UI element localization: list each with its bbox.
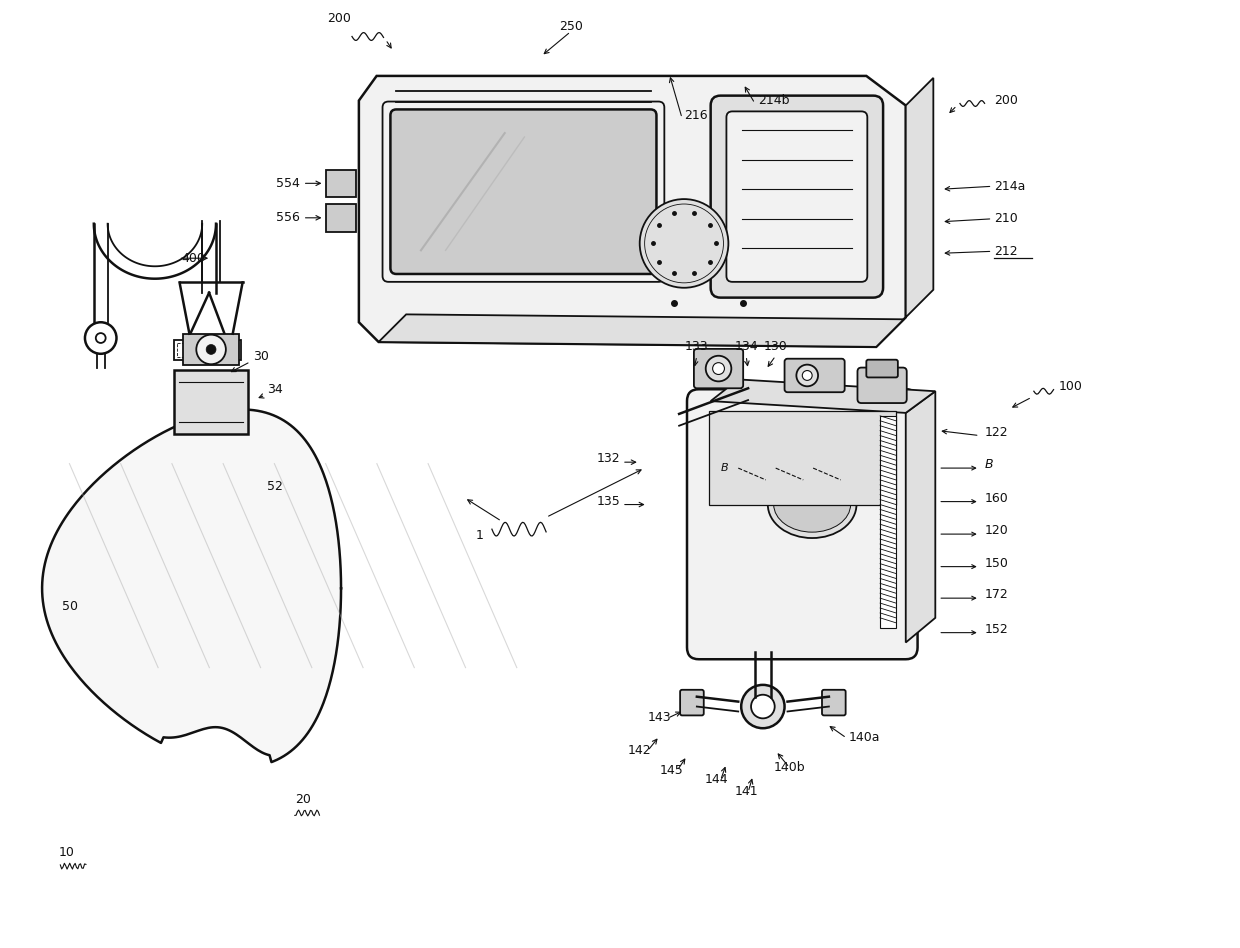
Text: 212: 212 (994, 245, 1018, 258)
Text: 145: 145 (660, 763, 683, 776)
Text: 216: 216 (684, 109, 708, 122)
Text: 142: 142 (627, 744, 651, 757)
Text: 1: 1 (476, 529, 484, 542)
FancyBboxPatch shape (687, 390, 918, 659)
FancyBboxPatch shape (880, 416, 895, 628)
Text: 134: 134 (734, 339, 758, 353)
Circle shape (742, 684, 785, 728)
Circle shape (86, 322, 117, 354)
Text: 172: 172 (985, 588, 1008, 601)
Text: 152: 152 (985, 623, 1008, 636)
Text: 32: 32 (208, 334, 224, 347)
Text: 133: 133 (684, 339, 709, 353)
Text: 400: 400 (181, 252, 206, 264)
Circle shape (751, 695, 775, 719)
Text: B: B (720, 463, 728, 473)
Polygon shape (42, 410, 341, 762)
Polygon shape (378, 315, 904, 347)
Text: 10: 10 (58, 847, 74, 859)
FancyBboxPatch shape (785, 358, 844, 392)
Circle shape (95, 333, 105, 343)
FancyBboxPatch shape (176, 343, 198, 356)
Ellipse shape (774, 477, 851, 532)
Text: 554: 554 (275, 177, 300, 190)
Circle shape (706, 356, 732, 381)
Circle shape (640, 199, 728, 288)
FancyBboxPatch shape (174, 370, 248, 434)
FancyBboxPatch shape (867, 359, 898, 377)
FancyBboxPatch shape (858, 368, 906, 403)
Text: B: B (985, 458, 993, 471)
Polygon shape (905, 392, 935, 643)
FancyBboxPatch shape (174, 340, 201, 359)
Text: 214a: 214a (994, 180, 1025, 192)
Text: 210: 210 (994, 212, 1018, 226)
Text: 120: 120 (985, 524, 1008, 538)
Text: 20: 20 (295, 793, 311, 806)
FancyBboxPatch shape (680, 690, 704, 716)
Text: 200: 200 (327, 12, 351, 26)
Text: 140b: 140b (774, 760, 805, 774)
FancyBboxPatch shape (694, 349, 743, 389)
Ellipse shape (768, 471, 857, 538)
Polygon shape (358, 76, 905, 347)
Text: 50: 50 (62, 600, 78, 613)
FancyBboxPatch shape (822, 690, 846, 716)
Text: 214b: 214b (758, 94, 790, 107)
Text: 144: 144 (704, 774, 728, 787)
Text: 141: 141 (734, 785, 758, 798)
Circle shape (802, 371, 812, 380)
FancyBboxPatch shape (711, 96, 883, 298)
Text: 122: 122 (985, 426, 1008, 439)
Text: 143: 143 (647, 711, 671, 724)
Text: 140a: 140a (848, 731, 880, 744)
FancyBboxPatch shape (216, 343, 238, 356)
Text: 556: 556 (275, 211, 300, 225)
Text: 100: 100 (1059, 380, 1083, 392)
Text: 150: 150 (985, 556, 1008, 570)
FancyBboxPatch shape (727, 112, 867, 282)
Polygon shape (711, 379, 935, 413)
FancyBboxPatch shape (326, 204, 356, 231)
Text: 34: 34 (268, 383, 283, 396)
Text: 135: 135 (596, 495, 620, 507)
FancyBboxPatch shape (709, 410, 895, 504)
Text: 200: 200 (994, 94, 1018, 107)
Text: 160: 160 (985, 492, 1008, 504)
Circle shape (206, 344, 216, 355)
FancyBboxPatch shape (326, 170, 356, 197)
Circle shape (196, 335, 226, 364)
Text: 30: 30 (253, 350, 269, 363)
Circle shape (796, 365, 818, 386)
FancyBboxPatch shape (213, 340, 241, 359)
Text: 52: 52 (267, 480, 283, 493)
Text: 130: 130 (764, 339, 787, 353)
Text: 132: 132 (596, 452, 620, 465)
FancyBboxPatch shape (184, 334, 238, 365)
Text: 250: 250 (559, 20, 583, 33)
FancyBboxPatch shape (391, 109, 656, 274)
Circle shape (713, 363, 724, 374)
Polygon shape (905, 78, 934, 318)
